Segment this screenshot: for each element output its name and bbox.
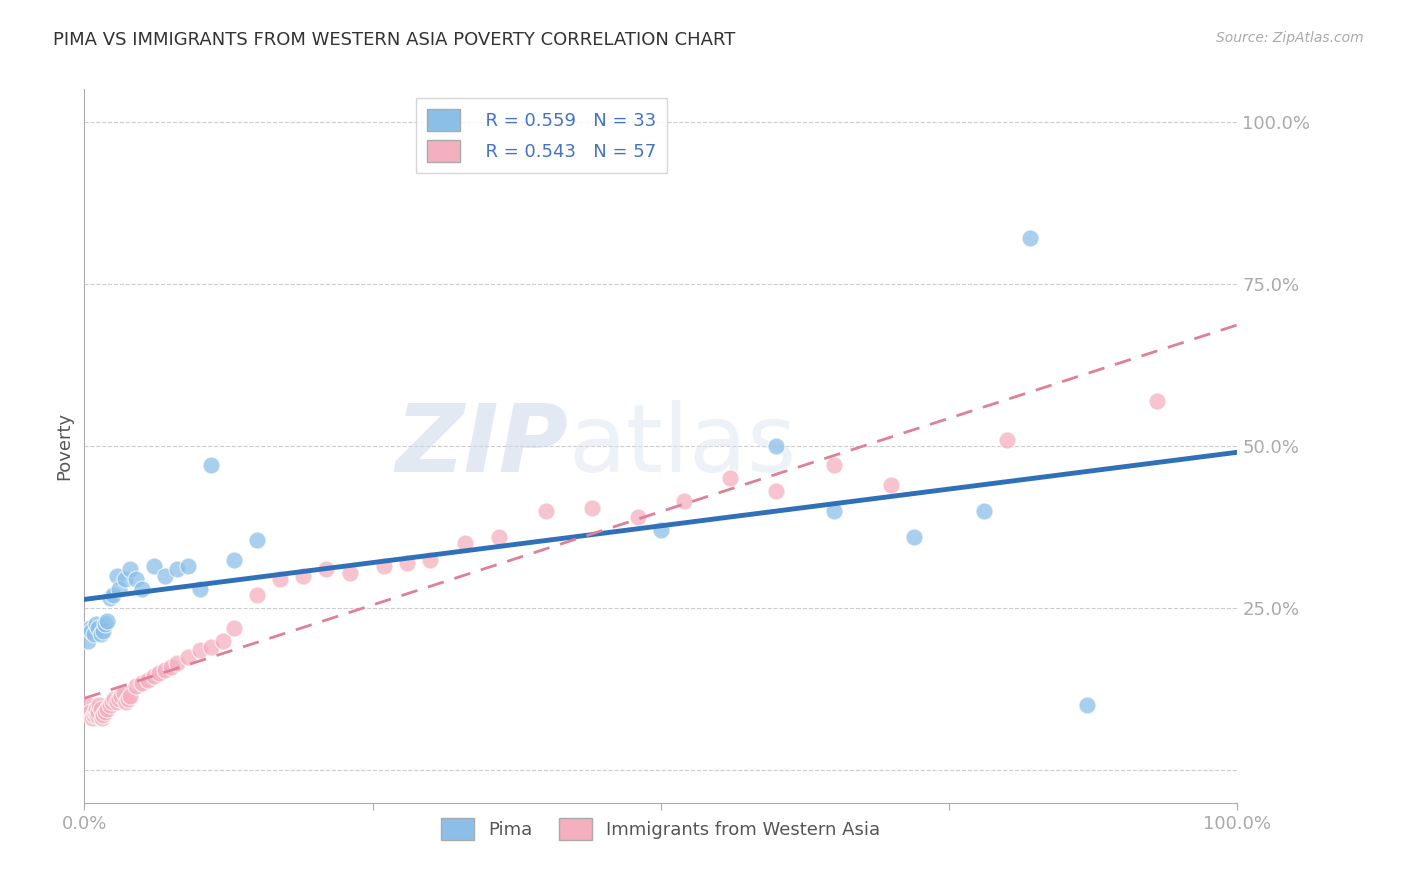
Point <box>89 627 111 641</box>
Point <box>120 689 142 703</box>
Point <box>188 643 211 657</box>
Text: atlas: atlas <box>568 400 797 492</box>
Point <box>103 588 124 602</box>
Point <box>581 500 603 515</box>
Point <box>87 705 110 719</box>
Point <box>105 695 128 709</box>
Point <box>82 711 104 725</box>
Point <box>86 708 108 723</box>
Point <box>91 708 114 723</box>
Point <box>89 702 111 716</box>
Point <box>650 524 672 538</box>
Point <box>90 711 112 725</box>
Point <box>120 562 142 576</box>
Point <box>142 669 165 683</box>
Point <box>396 556 419 570</box>
Text: PIMA VS IMMIGRANTS FROM WESTERN ASIA POVERTY CORRELATION CHART: PIMA VS IMMIGRANTS FROM WESTERN ASIA POV… <box>53 31 735 49</box>
Point <box>823 458 845 473</box>
Point <box>339 566 361 580</box>
Point <box>224 552 246 566</box>
Point <box>211 633 233 648</box>
Point <box>1018 231 1040 245</box>
Point <box>269 572 291 586</box>
Point <box>153 568 176 582</box>
Point <box>224 621 246 635</box>
Text: ZIP: ZIP <box>395 400 568 492</box>
Point <box>419 552 441 566</box>
Point <box>136 673 159 687</box>
Point <box>84 702 107 716</box>
Point <box>87 621 110 635</box>
Point <box>79 705 101 719</box>
Point <box>765 439 787 453</box>
Point <box>115 695 138 709</box>
Point <box>98 591 121 606</box>
Point <box>103 692 125 706</box>
Point <box>117 692 139 706</box>
Point <box>80 624 103 638</box>
Point <box>83 705 105 719</box>
Point <box>373 559 395 574</box>
Point <box>105 568 128 582</box>
Point <box>96 614 118 628</box>
Y-axis label: Poverty: Poverty <box>55 412 73 480</box>
Point <box>94 705 117 719</box>
Point <box>83 627 105 641</box>
Point <box>76 698 98 713</box>
Point <box>76 633 98 648</box>
Point <box>142 559 165 574</box>
Point <box>110 689 132 703</box>
Point <box>903 530 925 544</box>
Legend: Pima, Immigrants from Western Asia: Pima, Immigrants from Western Asia <box>434 811 887 847</box>
Point <box>246 588 269 602</box>
Point <box>79 621 101 635</box>
Point <box>718 471 741 485</box>
Point <box>108 582 131 596</box>
Point <box>177 559 200 574</box>
Point <box>101 695 124 709</box>
Point <box>94 617 117 632</box>
Point <box>166 562 188 576</box>
Point <box>246 533 269 547</box>
Point <box>200 458 222 473</box>
Point <box>823 504 845 518</box>
Point <box>125 572 148 586</box>
Point <box>672 494 695 508</box>
Point <box>96 702 118 716</box>
Point <box>131 675 153 690</box>
Point <box>114 572 136 586</box>
Point <box>1076 698 1098 713</box>
Text: Source: ZipAtlas.com: Source: ZipAtlas.com <box>1216 31 1364 45</box>
Point <box>112 685 135 699</box>
Point <box>91 624 114 638</box>
Point <box>177 649 200 664</box>
Point <box>166 657 188 671</box>
Point <box>89 698 111 713</box>
Point <box>534 504 557 518</box>
Point <box>292 568 315 582</box>
Point <box>454 536 477 550</box>
Point <box>125 679 148 693</box>
Point <box>148 666 170 681</box>
Point <box>200 640 222 654</box>
Point <box>995 433 1018 447</box>
Point <box>973 504 995 518</box>
Point <box>131 582 153 596</box>
Point <box>880 478 903 492</box>
Point <box>315 562 337 576</box>
Point <box>98 698 121 713</box>
Point <box>84 617 107 632</box>
Point <box>627 510 650 524</box>
Point <box>108 692 131 706</box>
Point <box>488 530 510 544</box>
Point <box>83 708 105 723</box>
Point <box>160 659 183 673</box>
Point <box>188 582 211 596</box>
Point <box>1146 393 1168 408</box>
Point <box>153 663 176 677</box>
Point <box>765 484 787 499</box>
